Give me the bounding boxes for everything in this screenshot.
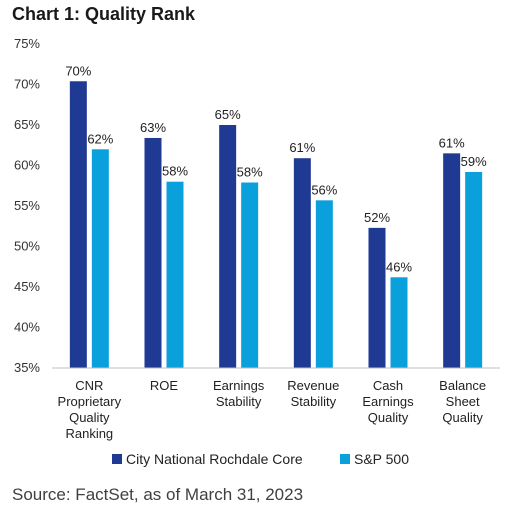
y-tick-label: 55% xyxy=(14,198,40,213)
x-category-line: ROE xyxy=(150,378,179,393)
y-tick-label: 70% xyxy=(14,77,40,92)
y-tick-label: 75% xyxy=(14,36,40,51)
x-category-label: CNR Proprietary Quality Ranking xyxy=(58,378,122,441)
legend-label: City National Rochdale Core xyxy=(126,451,303,467)
data-label: 52% xyxy=(364,210,390,225)
y-tick-label: 60% xyxy=(14,158,40,173)
x-category-line: Quality xyxy=(69,410,110,425)
x-category-line: Sheet xyxy=(446,394,480,409)
bar xyxy=(443,153,461,368)
x-category-line: Stability xyxy=(216,394,262,409)
y-axis: 35% 40% 45% 50% 55% 60% 65% 70% 75% xyxy=(14,36,40,375)
data-label: 56% xyxy=(311,182,337,197)
data-label: 61% xyxy=(289,140,315,155)
legend-label: S&P 500 xyxy=(354,451,409,467)
bar xyxy=(465,171,483,368)
x-category-line: Stability xyxy=(291,394,337,409)
chart-title: Chart 1: Quality Rank xyxy=(12,4,196,24)
bar xyxy=(166,181,184,368)
data-label: 62% xyxy=(87,131,113,146)
bar xyxy=(91,149,109,368)
bar xyxy=(219,125,237,368)
x-category-line: Cash xyxy=(373,378,403,393)
bar-chart: 35% 40% 45% 50% 55% 60% 65% 70% 75% 70% 62% 63% 58%… xyxy=(14,36,500,467)
bar xyxy=(368,227,386,368)
bars xyxy=(69,81,483,368)
x-category-line: Balance xyxy=(439,378,486,393)
bar xyxy=(315,200,333,368)
x-category-line: Quality xyxy=(442,410,483,425)
y-tick-label: 65% xyxy=(14,117,40,132)
x-category-line: Ranking xyxy=(65,426,113,441)
data-label: 46% xyxy=(386,259,412,274)
source-note: Source: FactSet, as of March 31, 2023 xyxy=(12,485,304,504)
x-category-line: Earnings xyxy=(362,394,414,409)
bar xyxy=(390,277,408,368)
x-category-label: Earnings Stability xyxy=(213,378,265,409)
x-category-line: CNR xyxy=(75,378,103,393)
data-label: 63% xyxy=(140,120,166,135)
x-category-line: Revenue xyxy=(287,378,339,393)
bar xyxy=(241,182,259,368)
y-tick-label: 40% xyxy=(14,320,40,335)
legend-swatch xyxy=(340,454,350,464)
data-label: 59% xyxy=(461,154,487,169)
data-label: 58% xyxy=(162,164,188,179)
data-labels: 70% 62% 63% 58% 65% 58% 61% 56% 52% 46% 61% 59% xyxy=(65,63,487,274)
x-category-line: Quality xyxy=(368,410,409,425)
x-category-line: Earnings xyxy=(213,378,265,393)
bar xyxy=(144,137,162,368)
y-tick-label: 45% xyxy=(14,279,40,294)
x-category-label: Cash Earnings Quality xyxy=(362,378,414,425)
x-category-label: Balance Sheet Quality xyxy=(439,378,486,425)
y-tick-label: 35% xyxy=(14,360,40,375)
legend-swatch xyxy=(112,454,122,464)
x-category-label: Revenue Stability xyxy=(287,378,339,409)
data-label: 61% xyxy=(439,135,465,150)
legend: City National Rochdale Core S&P 500 xyxy=(112,451,409,467)
data-label: 58% xyxy=(237,165,263,180)
y-tick-label: 50% xyxy=(14,239,40,254)
x-category-line: Proprietary xyxy=(58,394,122,409)
data-label: 70% xyxy=(65,63,91,78)
x-category-label: ROE xyxy=(150,378,179,393)
data-label: 65% xyxy=(215,107,241,122)
bar xyxy=(293,158,311,368)
bar xyxy=(69,81,87,368)
